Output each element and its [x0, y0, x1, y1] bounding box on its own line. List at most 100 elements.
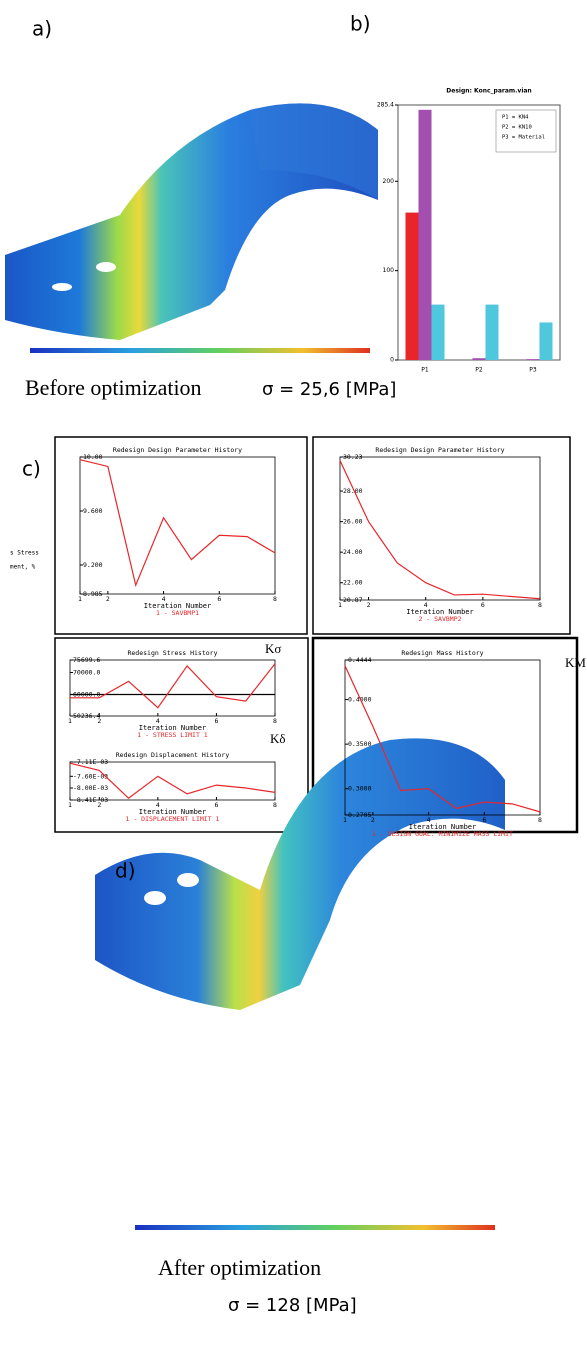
panel-box	[311, 636, 579, 834]
x-tick-label: 1	[68, 717, 72, 725]
panel-box	[312, 436, 571, 635]
y-tick-label: 0.4444	[348, 656, 372, 664]
legend-entry: 2 - SAVBMP2	[418, 615, 461, 623]
y-tick-label: 9.600	[83, 507, 103, 515]
chart-title: Redesign Displacement History	[116, 751, 230, 759]
y-tick-label: -8.00E-03	[73, 784, 108, 792]
x-tick-label: 8	[538, 816, 542, 824]
y-tick-label: 100	[383, 267, 395, 274]
line	[70, 663, 276, 709]
caption: σ = 25,6 [MPa]	[262, 379, 396, 400]
annotation: KM	[565, 655, 586, 670]
y-tick-label: 28.00	[343, 487, 363, 495]
chart-title: Redesign Design Parameter History	[113, 446, 242, 454]
legend-entry: 1 - DESIGN GOAL: MINIMIZE MASS LIMIT	[372, 830, 513, 838]
annotation: Kσ	[265, 641, 281, 656]
bar	[526, 359, 540, 360]
legend-text: P3 = Material	[502, 135, 545, 141]
x-tick-label: 2	[106, 595, 110, 603]
x-tick-label: P1	[421, 367, 429, 374]
bar	[431, 304, 445, 360]
x-tick-label: 1	[343, 816, 347, 824]
panel-label: a)	[32, 17, 52, 41]
y-tick-label: -7.11E-03	[73, 758, 108, 766]
panel-label: c)	[22, 457, 41, 481]
legend-entry: 1 - STRESS LIMIT 1	[137, 731, 208, 739]
plot-frame	[339, 456, 541, 601]
x-tick-label: 4	[156, 801, 160, 809]
bar	[485, 304, 499, 360]
caption: σ = 128 [MPa]	[228, 1295, 357, 1316]
x-tick-label: 6	[214, 801, 218, 809]
caption: Before optimization	[25, 375, 202, 400]
x-tick-label: 8	[273, 717, 277, 725]
x-tick-label: 2	[367, 601, 371, 609]
y-tick-label: 22.00	[343, 579, 363, 587]
x-tick-label: 6	[481, 601, 485, 609]
panel-label: d)	[115, 859, 136, 883]
legend-entry: 1 - DISPLACEMENT LIMIT 1	[126, 815, 220, 823]
x-tick-label: 4	[427, 816, 431, 824]
line	[344, 665, 541, 813]
legend-text: P1 = KN4	[502, 115, 529, 121]
x-tick-label: 8	[273, 801, 277, 809]
y-tick-label: 285.4	[377, 102, 394, 109]
panel-box	[54, 436, 308, 635]
x-tick-label: 6	[214, 717, 218, 725]
y-tick-label: 30.23	[343, 453, 363, 461]
line	[79, 459, 276, 588]
legend-box	[495, 109, 557, 153]
y-tick-label: 0.3500	[348, 740, 372, 748]
x-axis-label: Iteration Number	[139, 808, 206, 816]
x-axis-label: Iteration Number	[406, 608, 473, 616]
bar	[472, 358, 486, 360]
x-axis-label: Iteration Number	[409, 823, 476, 831]
plot-frame	[69, 659, 276, 717]
y-tick-label: 70000.0	[73, 669, 100, 677]
side-label: s Stress	[10, 550, 39, 557]
y-tick-label: 0	[390, 357, 394, 364]
bar	[539, 322, 553, 360]
x-tick-label: 4	[424, 601, 428, 609]
y-tick-label: 0.4000	[348, 696, 372, 704]
chart-title: Redesign Design Parameter History	[375, 446, 504, 454]
panel-label: b)	[350, 12, 371, 36]
legend-text: P2 = KN10	[502, 125, 532, 131]
x-tick-label: 6	[482, 816, 486, 824]
chart-title: Redesign Mass History	[401, 649, 483, 657]
y-tick-label: 50236.4	[73, 712, 100, 720]
x-tick-label: P2	[475, 367, 483, 374]
fea-after	[95, 738, 505, 1230]
x-tick-label: 4	[162, 595, 166, 603]
caption: After optimization	[158, 1255, 321, 1280]
x-tick-label: 2	[97, 801, 101, 809]
annotation: Kδ	[270, 731, 286, 746]
y-tick-label: 20.87	[343, 596, 363, 604]
plot-frame	[69, 761, 276, 801]
x-axis-label: Iteration Number	[144, 602, 211, 610]
y-tick-label: 24.00	[343, 548, 363, 556]
x-tick-label: 1	[68, 801, 72, 809]
x-axis-label: Iteration Number	[139, 724, 206, 732]
y-tick-label: 0.2705	[348, 811, 372, 819]
chart-title: Redesign Stress History	[127, 649, 217, 657]
fea-before	[5, 103, 378, 353]
panel-box	[54, 637, 309, 833]
x-tick-label: 8	[273, 595, 277, 603]
x-tick-label: 1	[338, 601, 342, 609]
plot-frame	[79, 456, 276, 595]
bar	[418, 109, 432, 361]
plot-frame	[344, 659, 541, 816]
line	[69, 762, 276, 800]
y-tick-label: -8.41E-03	[73, 796, 108, 804]
x-tick-label: 4	[156, 717, 160, 725]
y-tick-label: 10.00	[83, 453, 103, 461]
legend-entry: 1 - SAVBMP1	[156, 609, 199, 617]
x-tick-label: 8	[538, 601, 542, 609]
x-tick-label: 2	[371, 816, 375, 824]
line	[339, 460, 541, 600]
y-tick-label: 0.3000	[348, 785, 372, 793]
x-tick-label: 1	[78, 595, 82, 603]
y-tick-label: 9.200	[83, 561, 103, 569]
